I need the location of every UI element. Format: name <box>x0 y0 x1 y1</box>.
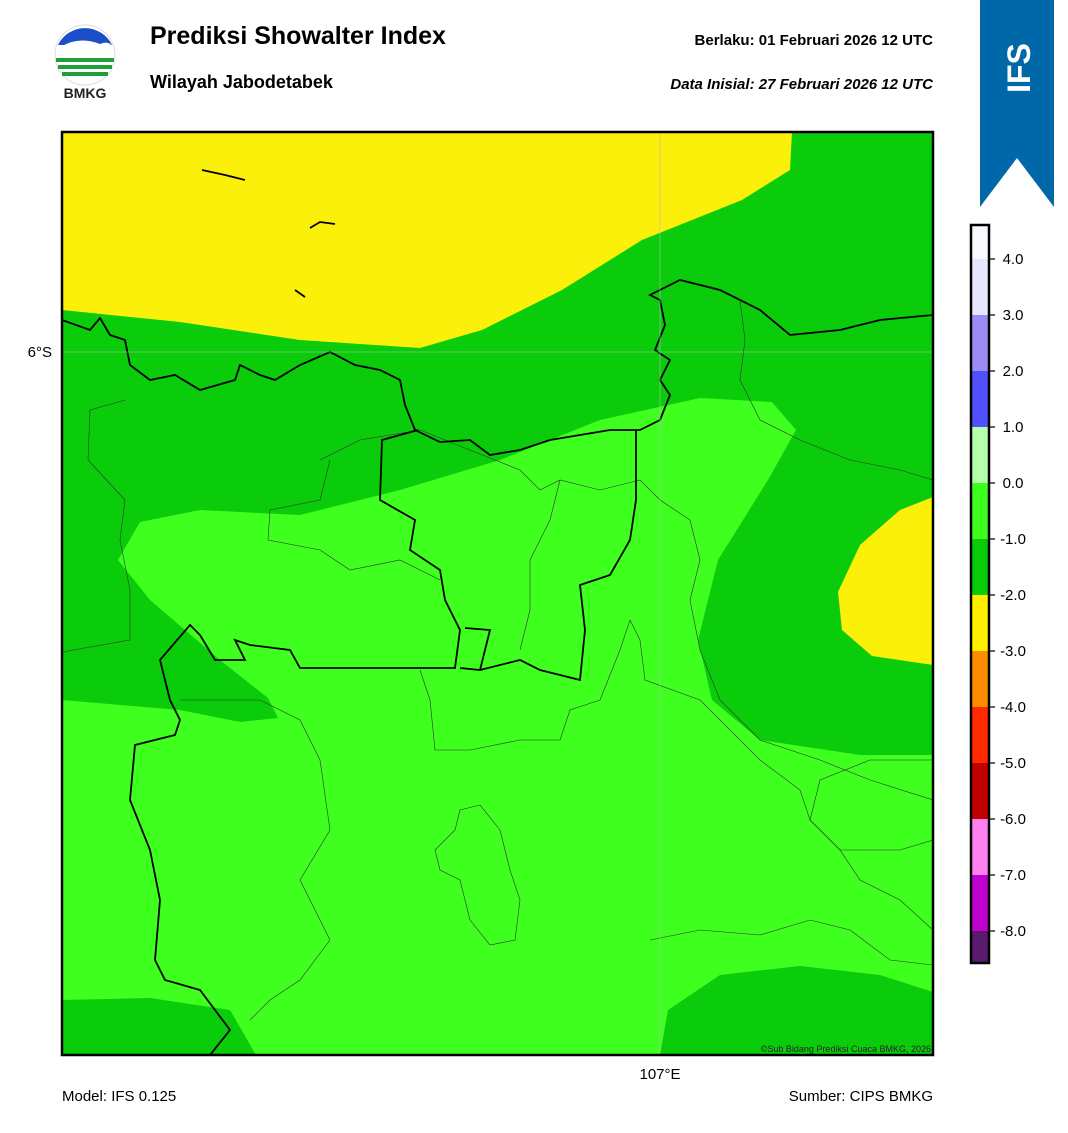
colorbar-tick-label: -3.0 <box>1000 643 1026 660</box>
logo-stripe <box>62 72 108 76</box>
colorbar-segment <box>971 315 989 371</box>
colorbar: 4.0 3.0 2.0 1.0 0.0 -1.0 -2.0 -3.0 -4.0 -5.0 -6.0 -… <box>969 223 1026 965</box>
colorbar-tick-label: -5.0 <box>1000 755 1026 772</box>
logo-cloud <box>57 40 113 48</box>
district-boundaries <box>62 299 933 1021</box>
model-badge: IFS <box>980 0 1054 207</box>
colorbar-segment <box>971 651 989 707</box>
colorbar-segment <box>971 225 989 259</box>
model-label: Model: IFS 0.125 <box>62 1088 176 1105</box>
lat-label: 6°S <box>28 344 52 361</box>
logo-text: BMKG <box>64 85 107 101</box>
valid-time: Berlaku: 01 Februari 2026 12 UTC <box>695 32 934 49</box>
colorbar-segment <box>971 763 989 819</box>
title: Prediksi Showalter Index <box>150 22 446 50</box>
colorbar-segment <box>971 819 989 875</box>
colorbar-tick-label: 3.0 <box>1003 307 1024 324</box>
credit: ©Sub Bidang Prediksi Cuaca BMKG, 2026 <box>761 1044 931 1054</box>
colorbar-segment <box>971 539 989 595</box>
colorbar-tick-label: -6.0 <box>1000 811 1026 828</box>
colorbar-tick-label: -1.0 <box>1000 531 1026 548</box>
logo: BMKG <box>54 24 116 101</box>
colorbar-segment <box>971 595 989 651</box>
contour-region <box>838 497 933 665</box>
logo-stripe <box>58 65 112 69</box>
colorbar-segment <box>971 259 989 315</box>
logo-stripe <box>56 58 114 62</box>
source-label: Sumber: CIPS BMKG <box>789 1088 933 1105</box>
contour-region <box>62 132 792 348</box>
colorbar-tick-label: 4.0 <box>1003 251 1024 268</box>
colorbar-tick-label: -4.0 <box>1000 699 1026 716</box>
coastline-and-province <box>62 169 933 1055</box>
colorbar-frame <box>969 223 991 965</box>
colorbar-tick-label: 1.0 <box>1003 419 1024 436</box>
contour-region <box>660 966 933 1055</box>
colorbar-segment <box>971 483 989 539</box>
colorbar-tick-label: 2.0 <box>1003 363 1024 380</box>
badge-ribbon <box>980 0 1054 207</box>
map: ©Sub Bidang Prediksi Cuaca BMKG, 2026 <box>62 132 933 1055</box>
colorbar-segment <box>971 875 989 931</box>
colorbar-segment <box>971 931 989 963</box>
colorbar-tick-label: -7.0 <box>1000 867 1026 884</box>
lon-label: 107°E <box>639 1066 680 1083</box>
colorbar-tick-label: -2.0 <box>1000 587 1026 604</box>
colorbar-segment <box>971 707 989 763</box>
colorbar-segment <box>971 371 989 427</box>
colorbar-segment <box>971 427 989 483</box>
badge-text: IFS <box>1001 43 1037 93</box>
colorbar-tick-label: -8.0 <box>1000 923 1026 940</box>
logo-sky <box>58 28 112 45</box>
map-frame <box>60 130 935 1057</box>
contour-region <box>62 998 256 1055</box>
initial-time: Data Inisial: 27 Februari 2026 12 UTC <box>670 76 934 93</box>
subtitle: Wilayah Jabodetabek <box>150 72 334 92</box>
colorbar-tick-label: 0.0 <box>1003 475 1024 492</box>
